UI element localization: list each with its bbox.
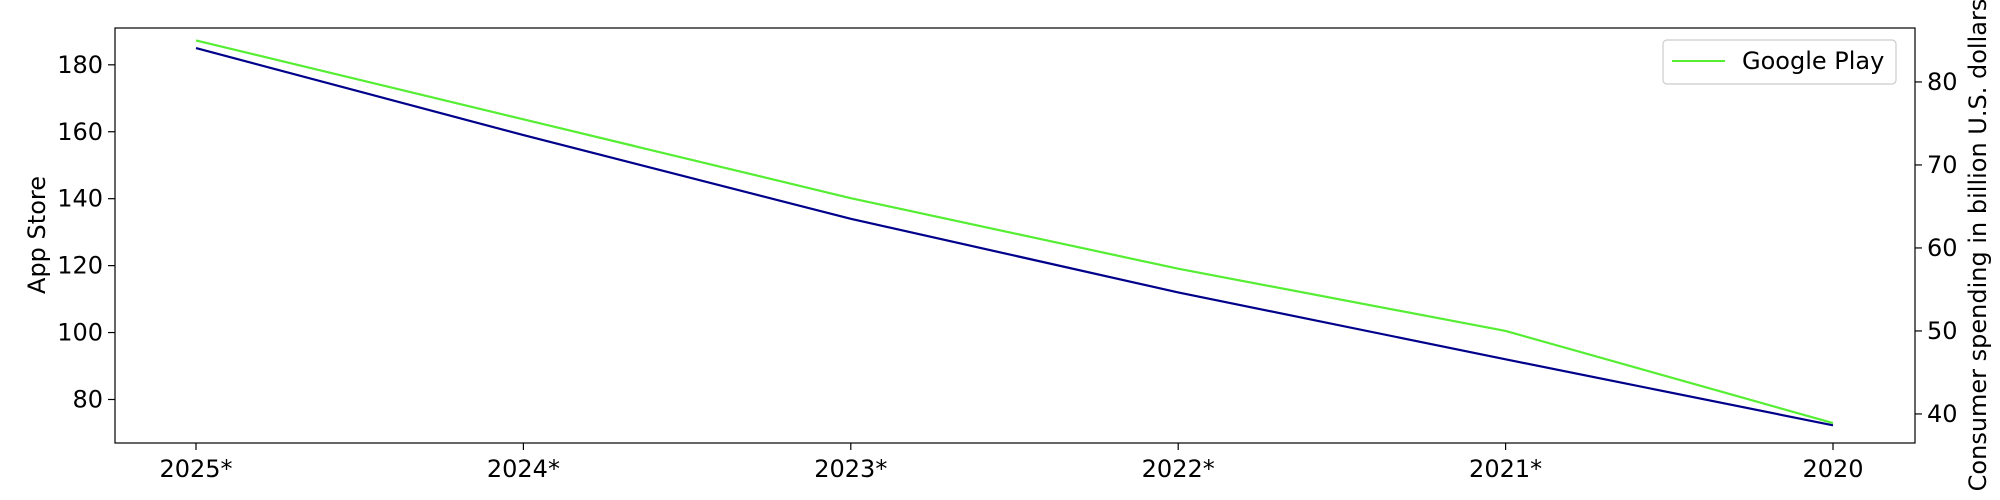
- x-tick-label: 2021*: [1469, 455, 1542, 483]
- x-tick-label: 2020: [1802, 455, 1863, 483]
- left-tick-label: 120: [57, 252, 103, 280]
- x-tick-label: 2024*: [487, 455, 560, 483]
- left-tick-label: 140: [57, 185, 103, 213]
- left-tick-label: 80: [72, 385, 103, 413]
- plot-area: [114, 27, 1916, 444]
- legend-box: [1662, 39, 1897, 85]
- legend: Google Play: [1662, 39, 1897, 85]
- series-line-app-store: [195, 47, 1834, 427]
- x-tick-label: 2022*: [1142, 455, 1215, 483]
- series-line-google-play: [195, 39, 1834, 425]
- right-tick-label: 60: [1927, 234, 1958, 262]
- series-layer: [195, 39, 1834, 427]
- left-axis: 80 100 120 140 160 180: [57, 51, 115, 413]
- right-axis: 40 50 60 70 80: [1915, 68, 1958, 428]
- legend-label-google-play: Google Play: [1742, 47, 1884, 75]
- right-tick-label: 80: [1927, 68, 1958, 96]
- right-tick-label: 50: [1927, 317, 1958, 345]
- right-tick-label: 40: [1927, 400, 1958, 428]
- x-axis: 2025* 2024* 2023* 2022* 2021* 2020: [159, 443, 1864, 483]
- left-axis-title: App Store: [23, 176, 51, 294]
- x-tick-label: 2023*: [814, 455, 887, 483]
- x-tick-label: 2025*: [159, 455, 232, 483]
- right-axis-title: Consumer spending in billion U.S. dollar…: [1964, 0, 1992, 491]
- right-tick-label: 70: [1927, 151, 1958, 179]
- left-tick-label: 100: [57, 319, 103, 347]
- left-tick-label: 160: [57, 118, 103, 146]
- left-tick-label: 180: [57, 51, 103, 79]
